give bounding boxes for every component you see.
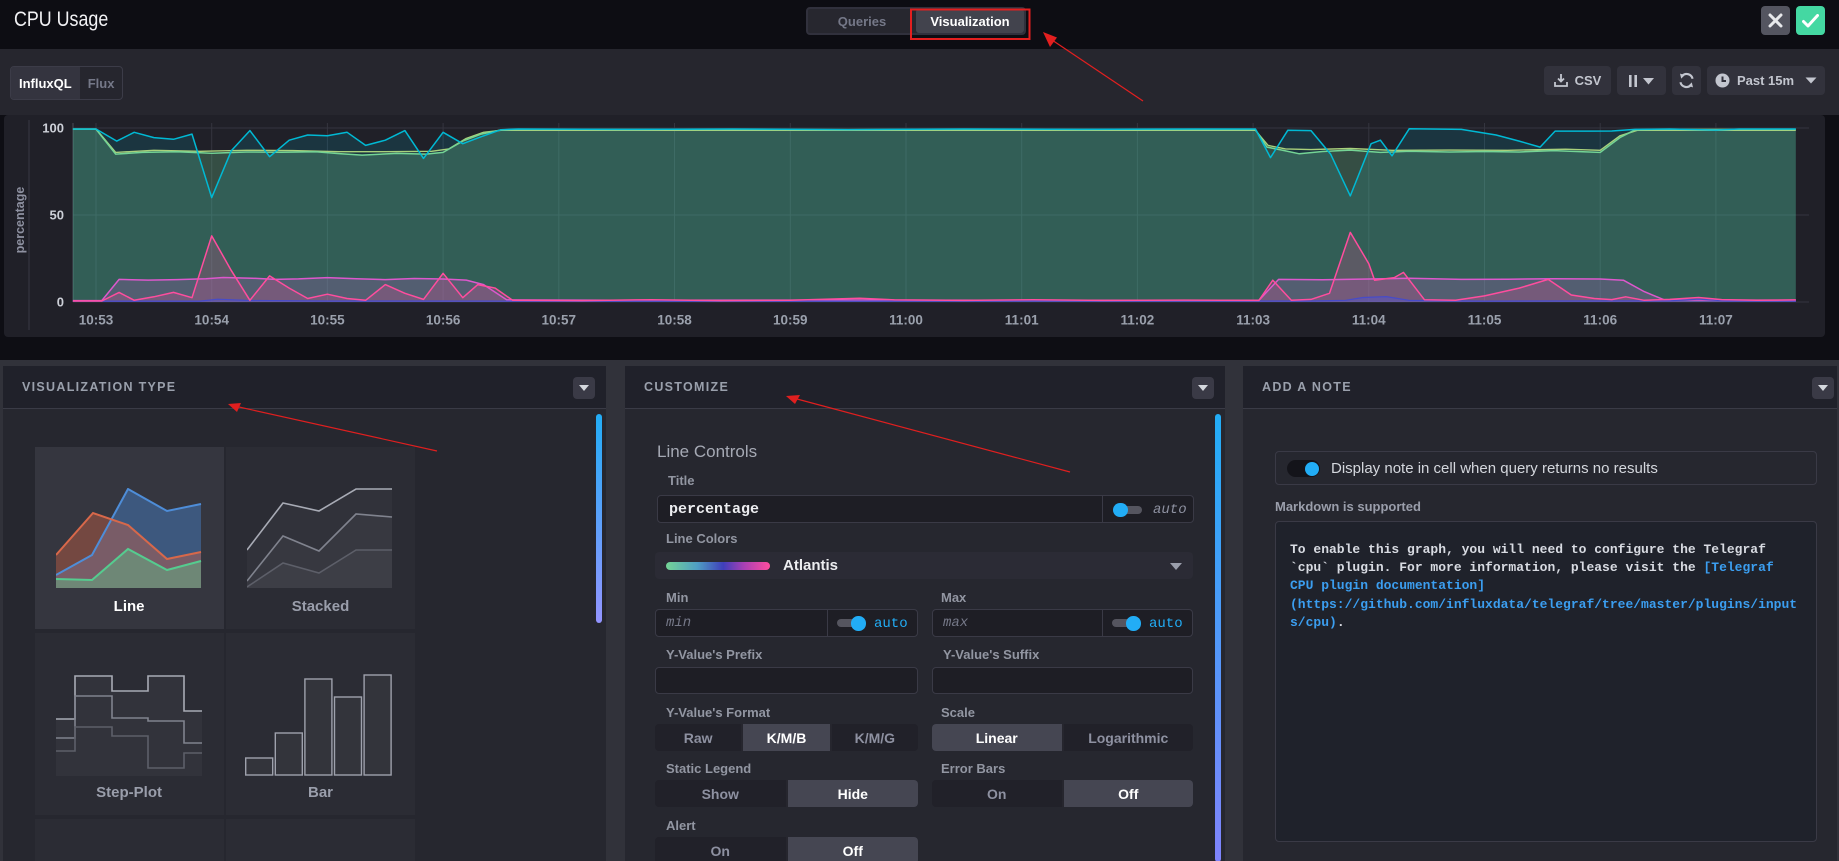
- svg-text:10:53: 10:53: [79, 313, 114, 328]
- svg-text:11:00: 11:00: [889, 313, 923, 328]
- svg-text:50: 50: [50, 208, 64, 223]
- svg-text:10:54: 10:54: [194, 313, 229, 328]
- svg-text:11:07: 11:07: [1699, 313, 1733, 328]
- svg-text:11:06: 11:06: [1583, 313, 1617, 328]
- svg-text:11:01: 11:01: [1005, 313, 1039, 328]
- svg-text:100: 100: [42, 121, 64, 136]
- svg-text:11:02: 11:02: [1121, 313, 1155, 328]
- svg-text:10:59: 10:59: [773, 313, 808, 328]
- svg-text:10:56: 10:56: [426, 313, 461, 328]
- svg-text:0: 0: [57, 295, 64, 310]
- svg-text:11:05: 11:05: [1468, 313, 1502, 328]
- svg-text:11:03: 11:03: [1236, 313, 1270, 328]
- svg-text:10:58: 10:58: [657, 313, 692, 328]
- svg-text:11:04: 11:04: [1352, 313, 1386, 328]
- svg-text:percentage: percentage: [13, 187, 27, 254]
- svg-text:10:55: 10:55: [310, 313, 345, 328]
- svg-text:10:57: 10:57: [542, 313, 577, 328]
